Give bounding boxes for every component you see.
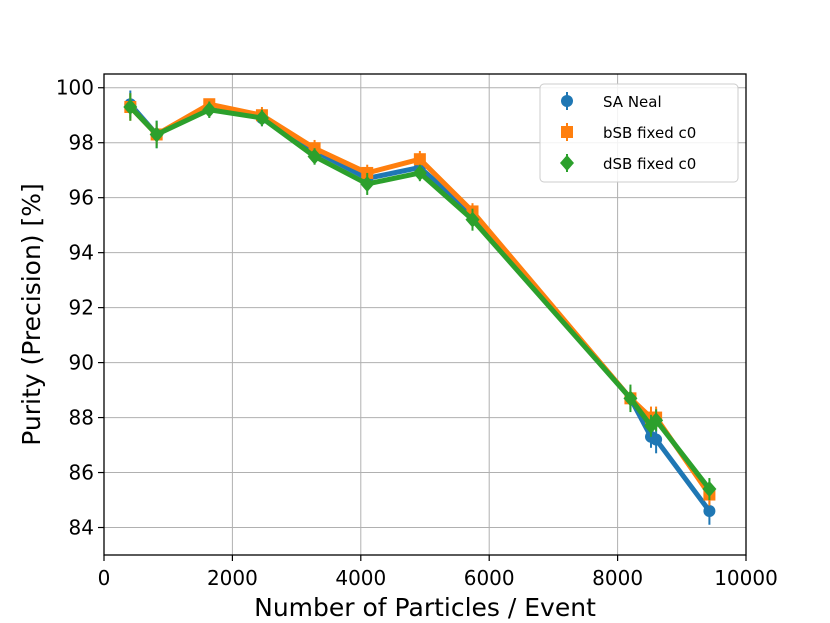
y-axis-label: Purity (Precision) [%]: [17, 183, 46, 446]
data-point: [307, 148, 322, 165]
x-tick-label: 2000: [207, 566, 258, 590]
y-tick-label: 86: [69, 461, 94, 485]
legend-label: dSB fixed c0: [603, 155, 696, 173]
data-point: [465, 211, 480, 228]
y-tick-label: 96: [69, 186, 94, 210]
y-tick-label: 88: [69, 406, 94, 430]
y-tick-label: 90: [69, 351, 94, 375]
x-tick-label: 8000: [592, 566, 643, 590]
series-layer: [123, 90, 717, 525]
y-tick-label: 92: [69, 296, 94, 320]
data-point: [254, 109, 269, 126]
axis-ticks: 0 2000 4000 6000 8000 10000 84 86 88 90 92 94 96 98 10…: [56, 76, 778, 590]
x-tick-label: 6000: [464, 566, 515, 590]
data-point: [702, 481, 717, 498]
y-tick-label: 94: [69, 241, 94, 265]
y-tick-label: 84: [69, 516, 94, 540]
data-point: [650, 433, 663, 446]
x-tick-label: 10000: [714, 566, 778, 590]
y-tick-label: 98: [69, 131, 94, 155]
legend-label: SA Neal: [603, 93, 662, 111]
data-point: [703, 505, 716, 518]
data-point: [623, 390, 638, 407]
series-dsb-fixed-c0: [123, 93, 717, 501]
legend-label: bSB fixed c0: [603, 124, 696, 142]
legend-marker: [561, 126, 573, 138]
grid-lines: [103, 74, 747, 555]
legend: SA Neal bSB fixed c0 dSB fixed c0: [539, 83, 739, 183]
data-point: [412, 164, 427, 181]
legend-box: [539, 83, 739, 183]
data-point: [413, 153, 426, 166]
data-point: [149, 126, 164, 143]
legend-marker: [561, 95, 573, 107]
x-axis-label: Number of Particles / Event: [254, 593, 596, 622]
y-tick-label: 100: [56, 76, 94, 100]
x-tick-label: 4000: [335, 566, 386, 590]
data-point: [649, 412, 664, 429]
data-point: [123, 98, 138, 115]
data-point: [360, 175, 375, 192]
legend-marker: [560, 155, 574, 171]
plot-frame: [103, 73, 747, 556]
x-tick-label: 0: [98, 566, 111, 590]
data-point: [202, 101, 217, 118]
